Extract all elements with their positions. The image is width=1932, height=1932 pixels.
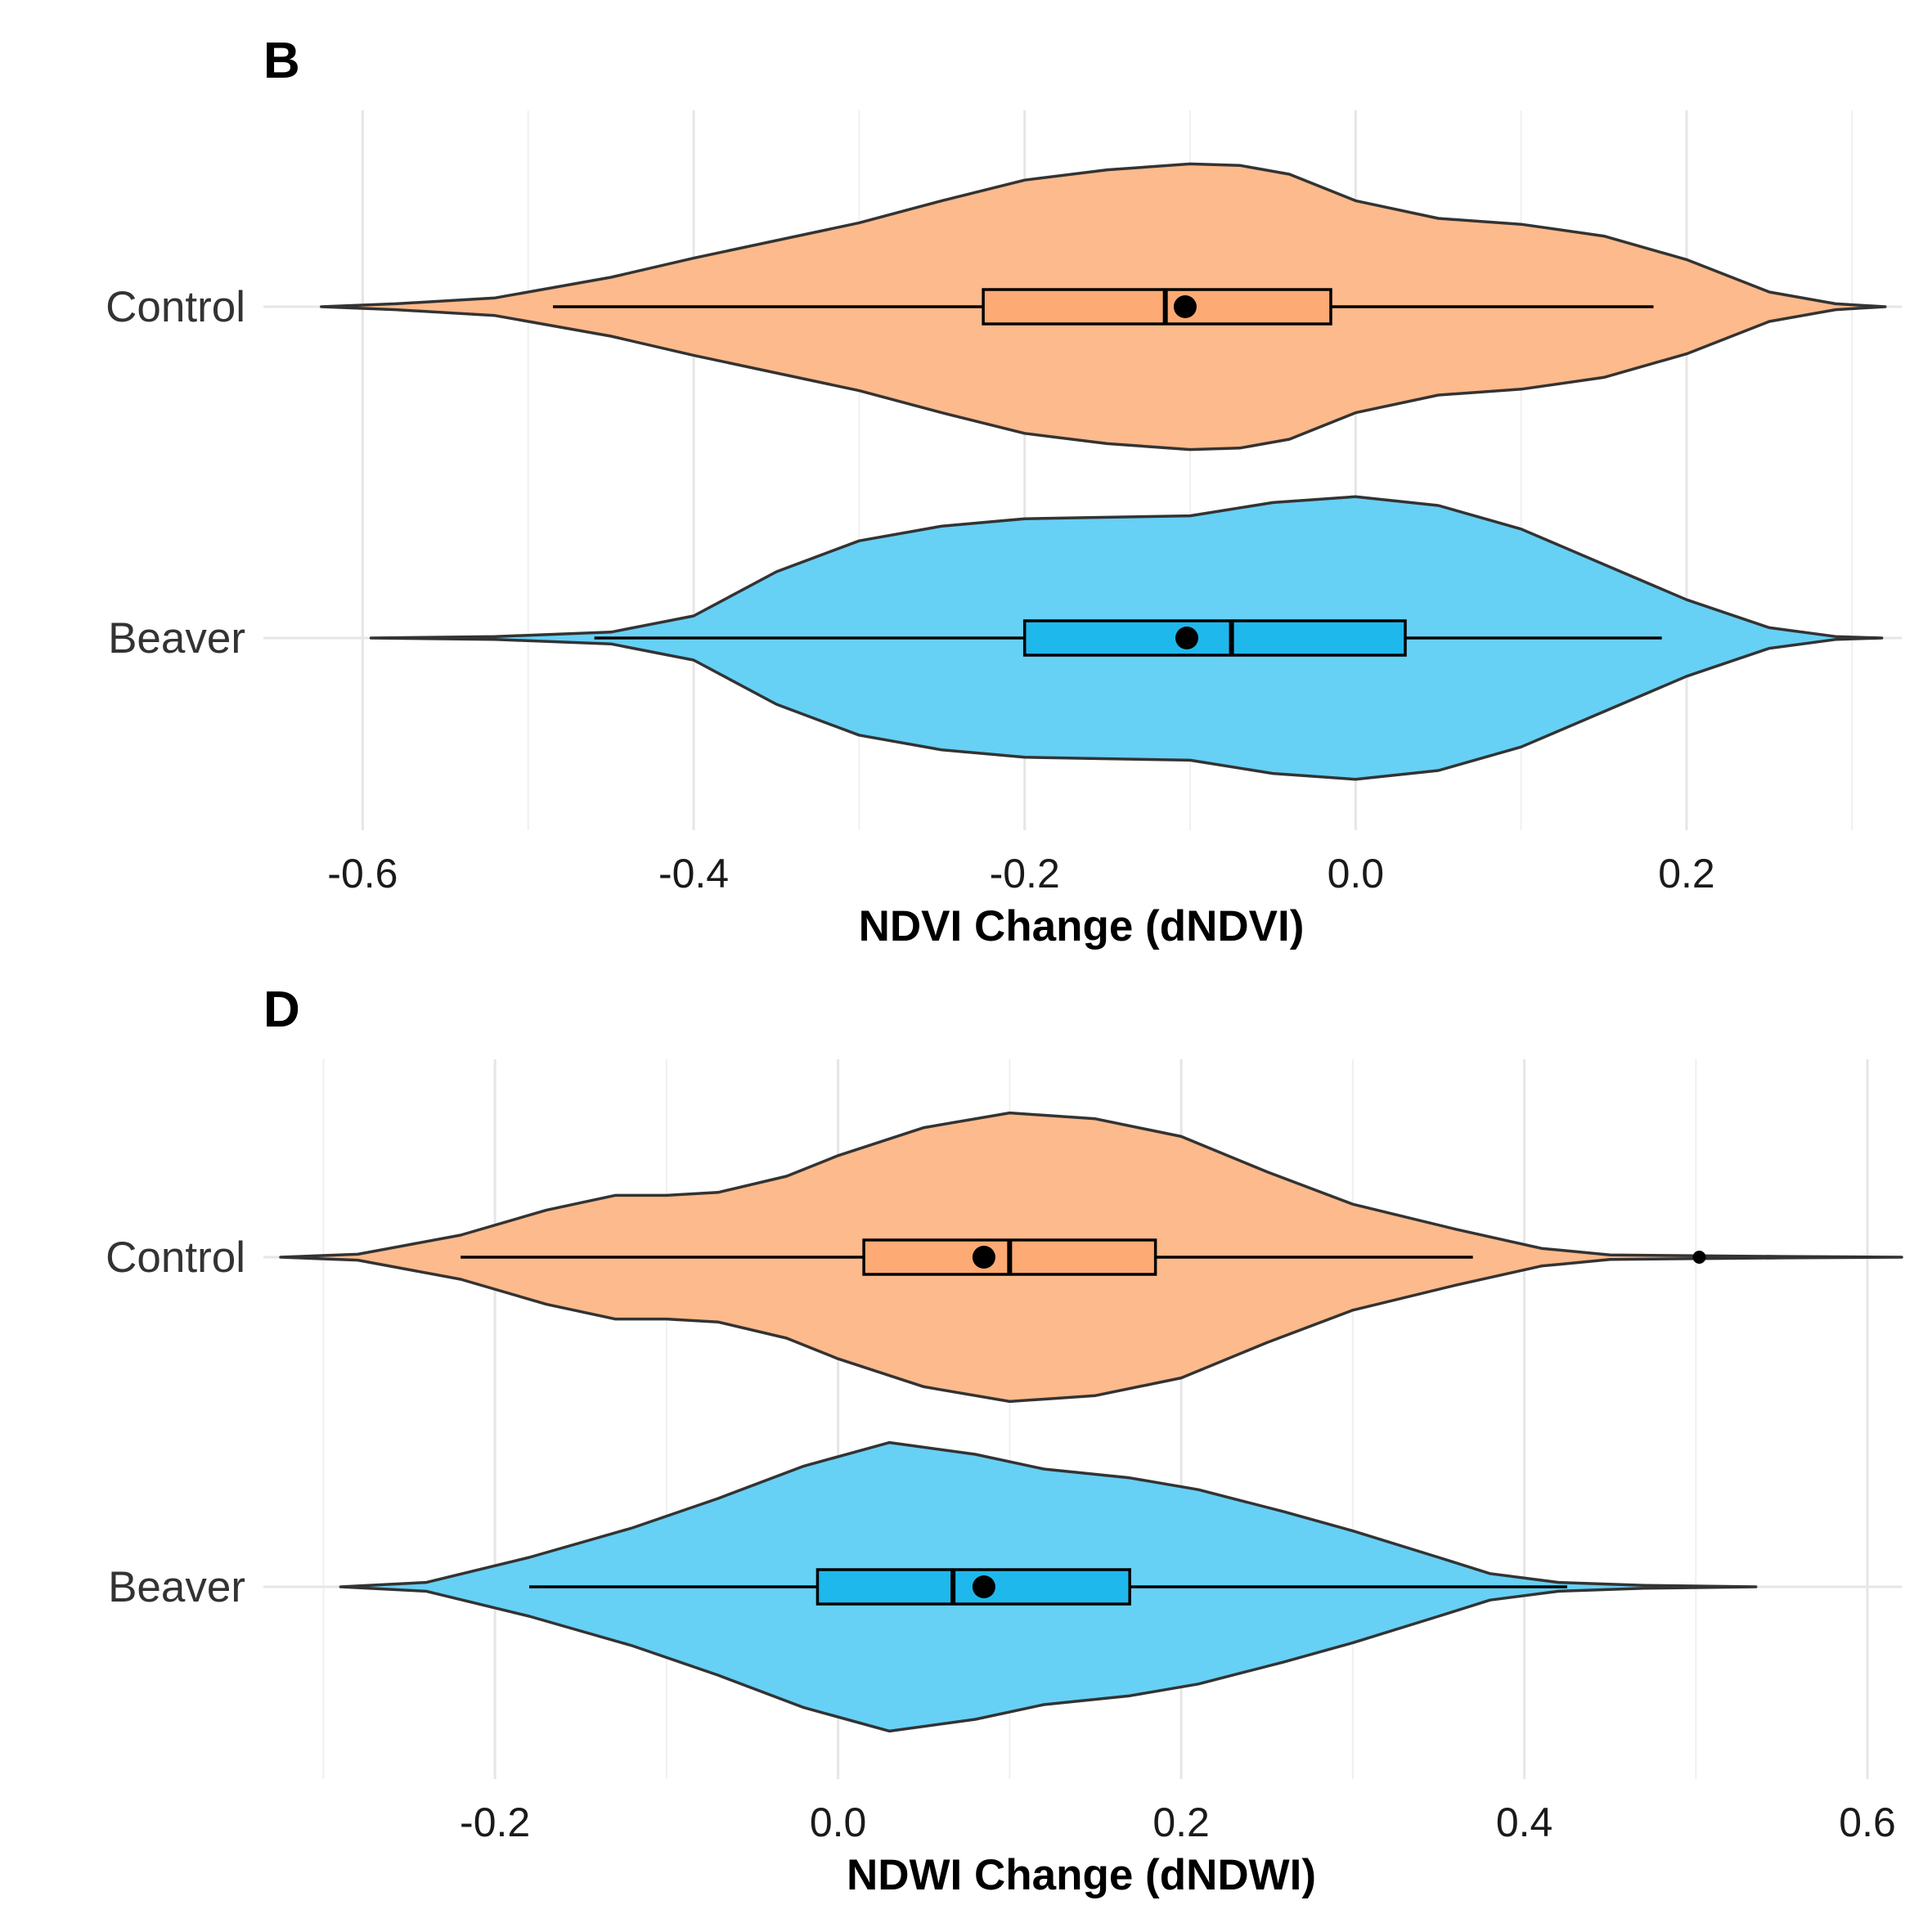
x-tick-label: 0.6: [1839, 1799, 1896, 1845]
panel-d-x-axis-title: NDWI Change (dNDWI): [847, 1851, 1316, 1899]
panel-b-y-categories: Control Beaver: [106, 283, 245, 663]
panel-b-ndvi: -0.6 -0.4 -0.2 0.0 0.2 Control Beaver B NDVI …: [106, 33, 1902, 950]
panel-d-ndwi: -0.2 0.0 0.2 0.4 0.6 Control Beaver D NDWI Ch…: [106, 982, 1903, 1899]
box-beaver: [1022, 619, 1407, 657]
panel-b-violins: [320, 162, 1887, 781]
panel-d-violins: [279, 1111, 1903, 1733]
x-tick-label: -0.2: [460, 1799, 530, 1845]
mean-point-beaver: [1175, 627, 1198, 649]
y-category-label-control: Control: [106, 1233, 245, 1282]
box-control: [982, 288, 1332, 326]
x-tick-label: -0.4: [658, 851, 729, 896]
panel-b-x-axis-title: NDVI Change (dNDVI): [859, 902, 1305, 950]
y-category-label-control: Control: [106, 283, 245, 331]
x-tick-label: -0.6: [327, 851, 398, 896]
x-tick-label: 0.0: [1328, 851, 1385, 896]
x-tick-label: 0.2: [1658, 851, 1715, 896]
x-tick-label: 0.4: [1496, 1799, 1553, 1845]
mean-point-control: [972, 1246, 995, 1269]
panel-d-label: D: [263, 982, 300, 1038]
mean-point-control: [1173, 295, 1197, 318]
x-tick-label: 0.2: [1152, 1799, 1210, 1845]
y-category-label-beaver: Beaver: [108, 1563, 245, 1611]
panel-b-x-ticks: -0.6 -0.4 -0.2 0.0 0.2: [327, 851, 1714, 896]
mean-point-beaver: [972, 1575, 995, 1598]
x-tick-label: 0.0: [810, 1799, 867, 1845]
y-category-label-beaver: Beaver: [108, 614, 245, 663]
panel-b-label: B: [263, 33, 300, 89]
outlier-point-control: [1692, 1251, 1706, 1264]
panel-d-y-categories: Control Beaver: [106, 1233, 245, 1611]
x-tick-label: -0.2: [990, 851, 1060, 896]
panel-d-x-ticks: -0.2 0.0 0.2 0.4 0.6: [460, 1799, 1896, 1845]
